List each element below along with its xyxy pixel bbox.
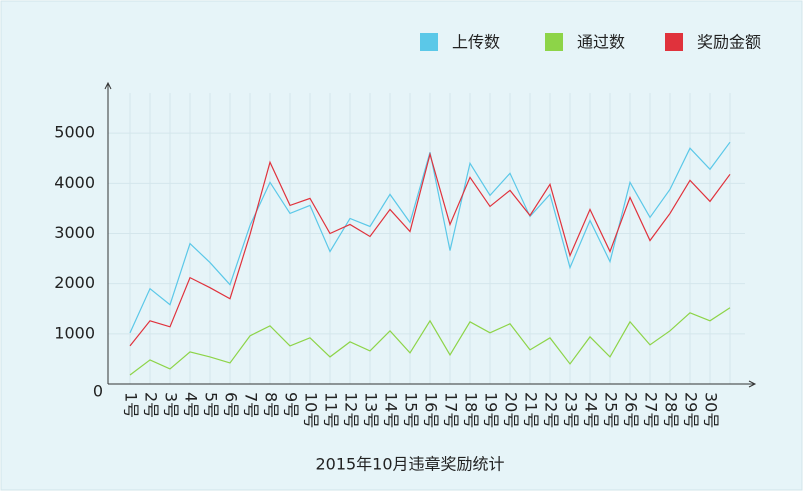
x-tick-label: 8号 [262, 392, 281, 418]
x-tick-label: 27号 [642, 392, 661, 428]
y-tick-label: 5000 [54, 123, 95, 142]
x-tick-label: 16号 [422, 392, 441, 428]
legend-label: 奖励金额 [697, 33, 761, 52]
x-tick-label: 13号 [362, 392, 381, 428]
x-tick-label: 9号 [282, 392, 301, 418]
x-tick-label: 21号 [522, 392, 541, 428]
series-line [129, 151, 731, 347]
x-tick-label: 18号 [462, 392, 481, 428]
x-tick-label: 29号 [682, 392, 701, 428]
legend-swatch [420, 33, 438, 51]
x-tick-label: 17号 [442, 392, 461, 428]
x-tick-label: 25号 [602, 392, 621, 428]
x-tick-label: 11号 [322, 392, 341, 428]
x-tick-label: 26号 [622, 392, 641, 428]
x-tick-label: 30号 [702, 392, 721, 428]
y-tick-label: 1000 [54, 323, 95, 342]
x-tick-label: 28号 [662, 392, 681, 428]
y-tick-label: 4000 [54, 173, 95, 192]
x-tick-label: 23号 [562, 392, 581, 428]
x-tick-label: 2号 [142, 392, 161, 418]
x-tick-label: 15号 [402, 392, 421, 428]
y-tick-label: 2000 [54, 273, 95, 292]
x-tick-label: 7号 [242, 392, 261, 418]
x-tick-label: 3号 [162, 392, 181, 418]
x-tick-label: 24号 [582, 392, 601, 428]
x-tick-label: 20号 [502, 392, 521, 428]
x-tick-label: 12号 [342, 392, 361, 428]
x-tick-label: 1号 [122, 392, 141, 418]
x-tick-label: 22号 [542, 392, 561, 428]
x-tick-label: 14号 [382, 392, 401, 428]
series-line [129, 307, 731, 376]
legend-swatch [545, 33, 563, 51]
legend-label: 通过数 [577, 33, 625, 52]
x-tick-label: 5号 [202, 392, 221, 418]
x-tick-label: 4号 [182, 392, 201, 418]
x-tick-label: 6号 [222, 392, 241, 418]
legend-label: 上传数 [452, 33, 500, 52]
y-tick-label: 3000 [54, 223, 95, 242]
y-tick-label: 0 [93, 382, 103, 401]
x-tick-label: 10号 [302, 392, 321, 428]
chart-title: 2015年10月违章奖励统计 [315, 455, 504, 474]
x-tick-label: 19号 [482, 392, 501, 428]
y-arrow [104, 81, 112, 90]
legend-swatch [665, 33, 683, 51]
x-arrow [748, 380, 757, 388]
